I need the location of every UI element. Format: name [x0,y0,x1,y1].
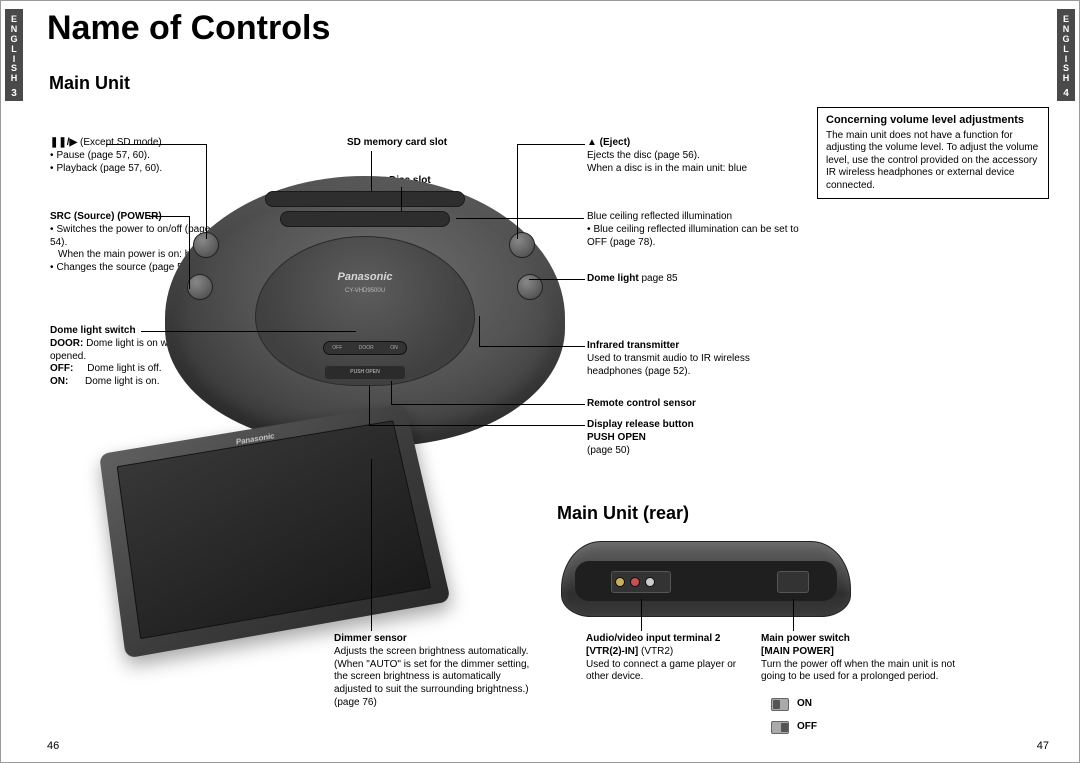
subtitle-rear: Main Unit (rear) [557,503,689,524]
lead-line [106,144,206,145]
lead-line [391,381,392,404]
section-num: 4 [1057,88,1075,99]
dome-light-switch: OFFDOORON [323,341,407,355]
lead-line [456,218,584,219]
volume-note-title: Concerning volume level adjustments [826,114,1040,128]
model-label: CY-VHD9500U [345,288,385,294]
manual-spread: ENGLISH 3 ENGLISH 4 Name of Controls Mai… [0,0,1080,763]
left-lang-tab: ENGLISH 3 [5,9,23,101]
switch-off-label: OFF [797,721,817,732]
callout-main-power: Main power switch [MAIN POWER] Turn the … [761,633,971,684]
src-power-button [187,274,213,300]
switch-on-label: ON [797,698,812,709]
callout-remote-sensor: Remote control sensor [587,398,807,411]
brand-label: Panasonic [337,271,392,283]
lead-line [517,144,518,239]
page-number-left: 46 [47,740,59,752]
eject-button [509,232,535,258]
lead-line [369,386,370,425]
switch-on-icon [771,698,789,711]
lead-line [401,187,402,211]
callout-sd-slot: SD memory card slot [347,137,497,150]
callout-pause-play: ❚❚/▶ (Except SD mode) Pause (page 57, 60… [50,137,230,175]
lead-line [793,599,794,631]
callout-dimmer: Dimmer sensor Adjusts the screen brightn… [334,633,534,710]
callout-eject: ▲ (Eject) Ejects the disc (page 56). Whe… [587,137,807,175]
lead-line [479,346,585,347]
subtitle-main-unit: Main Unit [49,73,130,94]
callout-av-input: Audio/video input terminal 2 [VTR(2)-IN]… [586,633,756,684]
lead-line [529,279,585,280]
lead-line [141,331,356,332]
main-power-switch-graphic [777,571,809,593]
sd-slot-graphic [265,191,465,207]
callout-dome-light: Dome light page 85 [587,273,807,286]
lead-line [149,216,189,217]
callout-display-release: Display release button PUSH OPEN (page 5… [587,419,807,457]
callout-blue-illum: Blue ceiling reflected illumination Blue… [587,211,817,249]
section-num: 3 [5,88,23,99]
disc-slot-graphic [280,211,450,227]
av-input-jacks [611,571,671,593]
lead-line [517,144,585,145]
volume-note-box: Concerning volume level adjustments The … [817,107,1049,199]
rear-unit-illustration [561,541,851,617]
lead-line [189,216,190,289]
callout-ir-transmitter: Infrared transmitter Used to transmit au… [587,340,807,378]
push-open-button: PUSH OPEN [325,366,405,379]
lead-line [479,316,480,346]
page-title: Name of Controls [47,9,330,48]
lead-line [371,459,372,631]
lang-label: ENGLISH [1057,15,1075,84]
device-center [255,236,475,386]
lead-line [369,425,585,426]
right-lang-tab: ENGLISH 4 [1057,9,1075,101]
lead-line [371,151,372,191]
lead-line [206,144,207,239]
page-number-right: 47 [1037,740,1049,752]
main-unit-illustration: Panasonic CY-VHD9500U OFFDOORON PUSH OPE… [165,176,565,446]
lang-label: ENGLISH [5,15,23,84]
dome-light-indicator [517,274,543,300]
display-screen-illustration: Panasonic [99,404,451,659]
lead-line [391,404,585,405]
lead-line [641,599,642,631]
volume-note-body: The main unit does not have a function f… [826,130,1040,193]
switch-off-icon [771,721,789,734]
